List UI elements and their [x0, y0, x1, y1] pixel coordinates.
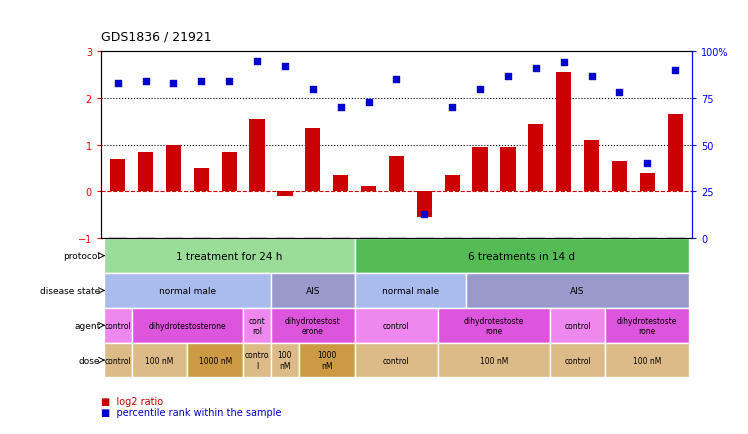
Bar [500, 148, 515, 192]
Bar [194, 169, 209, 192]
Bar [278, 192, 292, 197]
Bar [612, 162, 627, 192]
Bar [355, 273, 466, 308]
Point [474, 86, 486, 93]
Bar [355, 343, 438, 378]
Bar [640, 173, 655, 192]
Bar [355, 308, 438, 343]
Bar [132, 308, 243, 343]
Text: cont
rol: cont rol [248, 316, 266, 335]
Point [251, 58, 263, 65]
Bar [550, 343, 605, 378]
Text: 6 treatments in 14 d: 6 treatments in 14 d [468, 251, 575, 261]
Bar [584, 141, 599, 192]
Point [558, 60, 570, 67]
Bar [249, 120, 265, 192]
Text: disease state: disease state [40, 286, 100, 295]
Bar [473, 148, 488, 192]
Text: normal male: normal male [159, 286, 216, 295]
Point [223, 79, 235, 85]
Point [669, 67, 681, 74]
Text: 100 nM: 100 nM [633, 356, 661, 365]
Text: dihydrotestosterone: dihydrotestosterone [149, 321, 226, 330]
Bar [438, 308, 550, 343]
Bar [104, 273, 271, 308]
Point [613, 90, 625, 97]
Bar [438, 343, 550, 378]
Text: 1000
nM: 1000 nM [317, 351, 337, 370]
Bar [243, 308, 271, 343]
Point [195, 79, 207, 85]
Text: 100 nM: 100 nM [145, 356, 174, 365]
Text: agent: agent [74, 321, 100, 330]
Point [334, 105, 346, 112]
Point [140, 79, 152, 85]
Text: control: control [564, 321, 591, 330]
Bar [243, 343, 271, 378]
Text: ■  percentile rank within the sample: ■ percentile rank within the sample [101, 407, 281, 417]
Text: control: control [564, 356, 591, 365]
Text: normal male: normal male [381, 286, 439, 295]
Bar [305, 129, 320, 192]
Text: dose: dose [79, 356, 100, 365]
Point [530, 66, 542, 72]
Bar [550, 308, 605, 343]
Bar [444, 176, 460, 192]
Text: control: control [104, 356, 131, 365]
Text: AIS: AIS [571, 286, 585, 295]
Bar [138, 152, 153, 192]
Text: control: control [383, 356, 410, 365]
Bar [667, 115, 683, 192]
Bar [188, 343, 243, 378]
Text: dihydrotestost
erone: dihydrotestost erone [285, 316, 340, 335]
Bar [466, 273, 689, 308]
Bar [110, 159, 126, 192]
Bar [333, 176, 349, 192]
Point [586, 73, 598, 80]
Bar [104, 343, 132, 378]
Text: 1000 nM: 1000 nM [199, 356, 232, 365]
Bar [361, 187, 376, 192]
Text: GDS1836 / 21921: GDS1836 / 21921 [101, 30, 212, 43]
Text: control: control [383, 321, 410, 330]
Bar [271, 308, 355, 343]
Point [641, 161, 653, 168]
Bar [605, 343, 689, 378]
Point [418, 211, 430, 218]
Text: protocol: protocol [64, 252, 100, 260]
Bar [221, 152, 237, 192]
Bar [299, 343, 355, 378]
Bar [556, 73, 571, 192]
Text: 100 nM: 100 nM [479, 356, 508, 365]
Bar [104, 308, 132, 343]
Point [390, 76, 402, 83]
Point [502, 73, 514, 80]
Bar [132, 343, 188, 378]
Text: AIS: AIS [306, 286, 320, 295]
Text: ■  log2 ratio: ■ log2 ratio [101, 396, 163, 406]
Text: dihydrotestoste
rone: dihydrotestoste rone [617, 316, 678, 335]
Bar [104, 239, 355, 273]
Point [363, 99, 375, 106]
Point [447, 105, 459, 112]
Point [168, 80, 180, 87]
Bar [271, 273, 355, 308]
Bar [528, 125, 544, 192]
Bar [355, 239, 689, 273]
Point [279, 63, 291, 70]
Bar [417, 192, 432, 218]
Bar [605, 308, 689, 343]
Text: contro
l: contro l [245, 351, 269, 370]
Text: 1 treatment for 24 h: 1 treatment for 24 h [176, 251, 283, 261]
Text: control: control [104, 321, 131, 330]
Text: 100
nM: 100 nM [278, 351, 292, 370]
Point [111, 80, 123, 87]
Bar [389, 157, 404, 192]
Point [307, 86, 319, 93]
Bar [271, 343, 299, 378]
Text: dihydrotestoste
rone: dihydrotestoste rone [464, 316, 524, 335]
Bar [166, 145, 181, 192]
